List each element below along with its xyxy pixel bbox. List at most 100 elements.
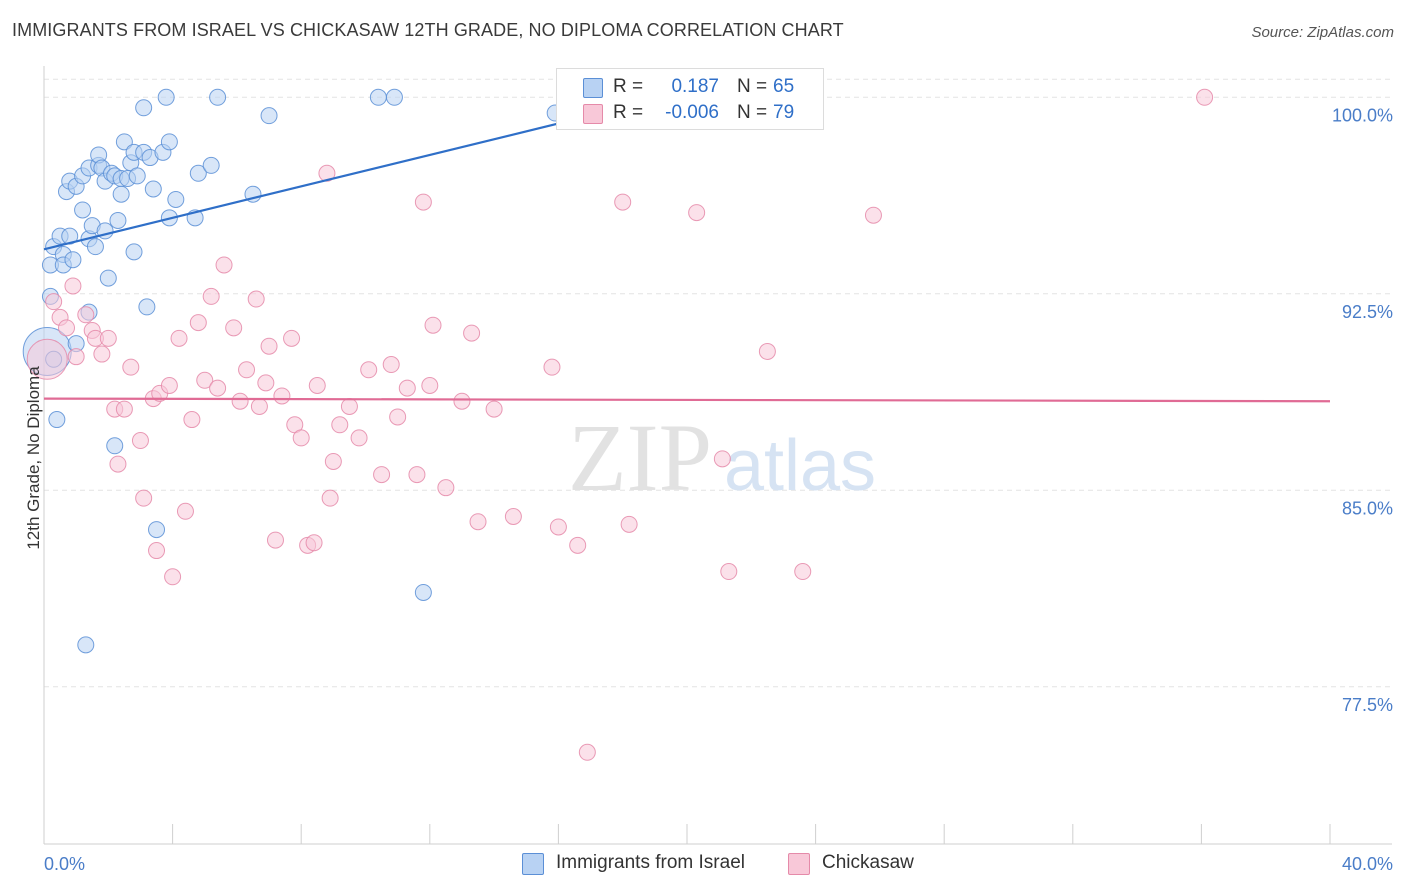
- chickasaw-point: [257, 374, 275, 392]
- series-swatch-israel: [522, 853, 544, 875]
- chickasaw-point: [620, 515, 638, 533]
- legend-swatch-chickasaw: [583, 104, 603, 124]
- chickasaw-point: [373, 466, 391, 484]
- chickasaw-point: [93, 345, 111, 363]
- israel-point: [48, 411, 66, 429]
- watermark: ZIP atlas: [568, 404, 876, 511]
- y-axis-label: 12th Grade, No Diploma: [24, 366, 43, 550]
- israel-point: [385, 88, 403, 106]
- israel-point: [144, 180, 162, 198]
- chickasaw-point: [424, 316, 442, 334]
- y-tick-label: 77.5%: [1342, 695, 1393, 715]
- israel-point: [115, 133, 133, 151]
- chickasaw-point: [67, 348, 85, 366]
- legend-swatch-israel: [583, 78, 603, 98]
- israel-point: [125, 243, 143, 261]
- chickasaw-point: [189, 314, 207, 332]
- chickasaw-point: [549, 518, 567, 536]
- chickasaw-point: [77, 306, 95, 324]
- chickasaw-point: [504, 508, 522, 525]
- legend-n-label: N =: [737, 76, 768, 97]
- chickasaw-point: [176, 502, 194, 520]
- israel-point: [112, 185, 130, 203]
- chickasaw-point: [331, 416, 349, 434]
- israel-point: [135, 99, 153, 117]
- chickasaw-point: [437, 479, 455, 497]
- watermark-zip: ZIP: [568, 404, 712, 511]
- chickasaw-point: [305, 534, 323, 552]
- chickasaw-point: [196, 371, 214, 389]
- grid-lines: [44, 78, 1392, 688]
- chickasaw-point: [45, 293, 63, 311]
- correlation-legend: R = 0.187 N = 65 R = -0.006 N = 79: [556, 68, 824, 130]
- chickasaw-point: [382, 356, 400, 374]
- chickasaw-point: [543, 358, 561, 376]
- series-swatch-chickasaw: [788, 853, 810, 875]
- israel-point: [106, 437, 124, 455]
- israel-point: [414, 583, 432, 601]
- chickasaw-point: [453, 392, 471, 410]
- axes: [43, 66, 1392, 845]
- chickasaw-point: [321, 489, 339, 507]
- chickasaw-point: [64, 277, 82, 295]
- chickasaw-point: [135, 489, 153, 507]
- chickasaw-point: [614, 193, 632, 211]
- chickasaw-point: [324, 452, 342, 470]
- trend-lines: [43, 90, 1331, 403]
- chickasaw-point: [414, 193, 432, 211]
- y-tick-label: 85.0%: [1342, 498, 1393, 518]
- chickasaw-point: [183, 411, 201, 429]
- israel-point: [157, 88, 175, 106]
- data-points: [22, 88, 1214, 761]
- legend-n-label: N =: [737, 102, 768, 123]
- israel-point: [138, 298, 156, 316]
- chickasaw-point: [99, 329, 117, 347]
- chickasaw-point: [225, 319, 243, 337]
- israel-point: [77, 636, 95, 654]
- x-tick-label-min: 0.0%: [44, 854, 85, 874]
- chickasaw-point: [713, 450, 731, 468]
- legend-n-value: 65: [773, 76, 795, 97]
- y-tick-label: 92.5%: [1342, 302, 1393, 322]
- chart-source: Source: ZipAtlas.com: [1251, 24, 1394, 41]
- watermark-atlas: atlas: [724, 426, 876, 506]
- chickasaw-point: [215, 256, 233, 274]
- chickasaw-point: [864, 206, 882, 224]
- legend-r-label: R =: [613, 102, 644, 123]
- israel-point: [209, 88, 227, 106]
- chickasaw-point: [485, 400, 503, 418]
- legend-n-value: 79: [773, 102, 795, 123]
- chickasaw-point: [720, 563, 738, 581]
- chickasaw-point: [408, 466, 426, 484]
- chickasaw-point: [398, 379, 416, 397]
- israel-point: [99, 269, 117, 287]
- chickasaw-point: [115, 400, 133, 418]
- israel-point: [189, 164, 207, 182]
- chickasaw-point: [758, 342, 776, 360]
- chickasaw-point: [122, 358, 140, 376]
- chickasaw-point: [109, 455, 127, 473]
- chickasaw-point: [340, 397, 358, 415]
- chickasaw-point: [231, 392, 249, 410]
- israel-point: [61, 227, 79, 245]
- chickasaw-point: [283, 329, 301, 347]
- chickasaw-point: [250, 397, 268, 415]
- chickasaw-point: [260, 337, 278, 355]
- chickasaw-point: [170, 329, 188, 347]
- chickasaw-point: [318, 164, 336, 182]
- chickasaw-point: [202, 287, 220, 305]
- chickasaw-point: [578, 743, 596, 761]
- israel-point: [74, 201, 92, 219]
- chickasaw-point: [421, 377, 439, 394]
- chickasaw-point: [794, 563, 812, 581]
- legend-r-value: -0.006: [665, 102, 719, 123]
- israel-point: [202, 156, 220, 174]
- chickasaw-point: [266, 531, 284, 549]
- chickasaw-point: [569, 536, 587, 554]
- chickasaw-point: [26, 338, 68, 380]
- chickasaw-point: [308, 377, 326, 394]
- israel-point: [369, 88, 387, 106]
- series-name-israel: Immigrants from Israel: [556, 852, 745, 873]
- israel-point: [64, 251, 82, 269]
- chickasaw-point: [463, 324, 481, 342]
